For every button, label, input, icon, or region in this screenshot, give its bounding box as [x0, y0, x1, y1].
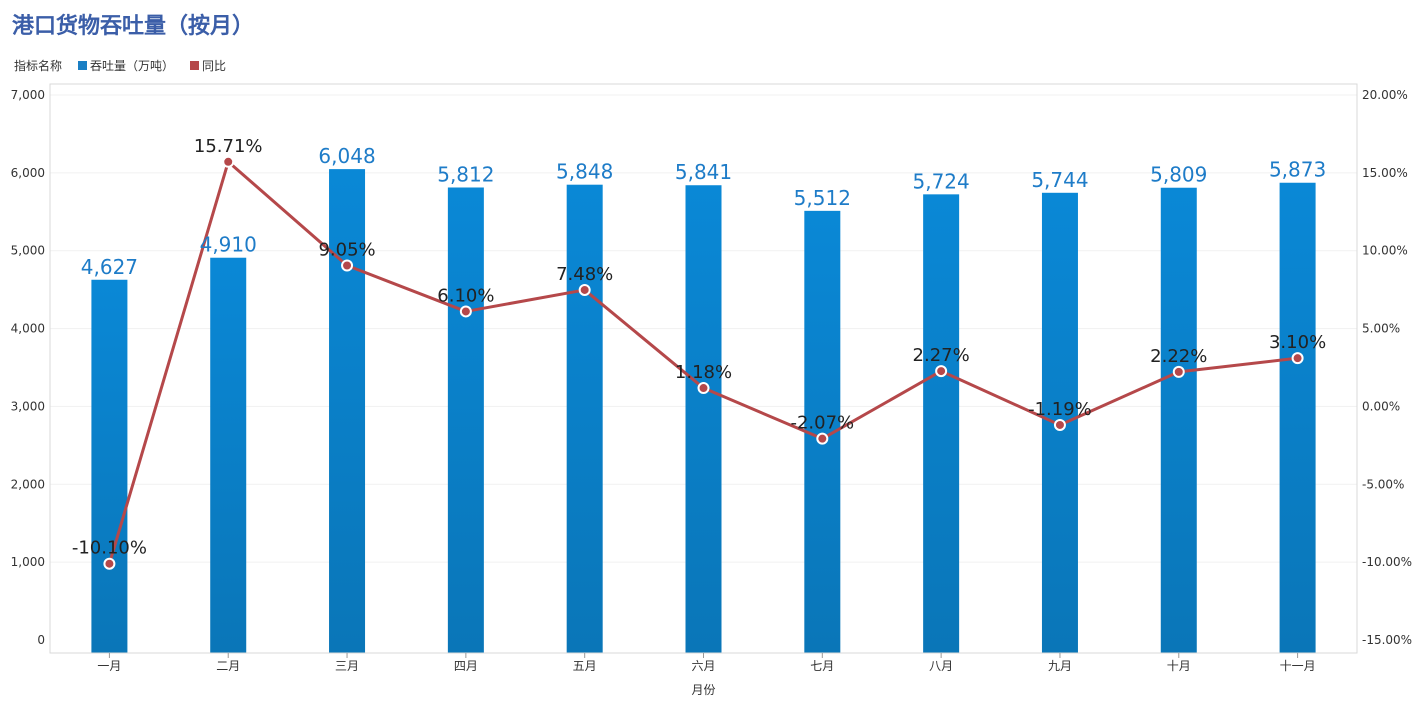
- x-tick-label: 七月: [810, 659, 834, 673]
- yoy-point[interactable]: [578, 283, 591, 296]
- x-axis-title: 月份: [691, 683, 715, 697]
- bar[interactable]: [447, 187, 484, 653]
- yoy-value-label: 2.27%: [913, 345, 970, 366]
- legend-heading: 指标名称: [14, 59, 63, 73]
- y-left-tick-label: 6,000: [11, 166, 45, 180]
- bar[interactable]: [566, 184, 603, 654]
- y-right-tick-label: 20.00%: [1362, 88, 1408, 102]
- yoy-value-label: 2.22%: [1150, 346, 1207, 367]
- bar-value-label: 5,512: [794, 186, 851, 210]
- bar[interactable]: [210, 257, 247, 653]
- bar[interactable]: [1160, 187, 1197, 654]
- y-left-tick-label: 1,000: [11, 555, 45, 569]
- yoy-point[interactable]: [935, 365, 948, 378]
- bar-value-label: 5,873: [1269, 158, 1326, 182]
- y-right-tick-label: -5.00%: [1362, 477, 1404, 491]
- legend-item-yoy[interactable]: 同比: [180, 57, 226, 74]
- y-left-tick-label: 5,000: [11, 244, 45, 258]
- legend-swatch-yoy: [190, 61, 200, 70]
- yoy-point[interactable]: [1291, 352, 1304, 365]
- legend-swatch-throughput: [78, 61, 88, 70]
- yoy-point[interactable]: [1053, 418, 1066, 431]
- bar[interactable]: [91, 279, 128, 653]
- y-left-tick-label: 3,000: [11, 399, 45, 413]
- y-right-tick-label: 15.00%: [1362, 166, 1408, 180]
- y-right-tick-label: 5.00%: [1362, 322, 1400, 336]
- legend-label-yoy: 同比: [202, 59, 227, 73]
- yoy-value-label: 3.10%: [1269, 332, 1326, 353]
- yoy-point[interactable]: [222, 155, 235, 168]
- y-right-tick-label: 10.00%: [1362, 244, 1408, 258]
- x-tick-label: 四月: [454, 659, 478, 673]
- bar-value-label: 6,048: [318, 144, 375, 168]
- yoy-point[interactable]: [1172, 365, 1185, 378]
- bar-value-label: 5,841: [675, 160, 732, 184]
- bar-value-label: 5,812: [437, 162, 494, 186]
- y-right-tick-label: -10.00%: [1362, 555, 1412, 569]
- yoy-point[interactable]: [697, 382, 710, 395]
- yoy-point[interactable]: [103, 557, 116, 570]
- x-tick-label: 二月: [216, 659, 240, 673]
- yoy-value-label: -1.19%: [1028, 399, 1092, 420]
- legend: 指标名称 吞吐量（万吨） 同比: [14, 57, 226, 74]
- bar[interactable]: [685, 185, 722, 653]
- yoy-value-label: -2.07%: [790, 413, 854, 434]
- x-tick-label: 一月: [97, 659, 121, 673]
- x-tick-label: 六月: [691, 659, 715, 673]
- bar-value-label: 5,724: [913, 169, 970, 193]
- yoy-value-label: 9.05%: [318, 240, 375, 261]
- bar-value-label: 4,627: [81, 255, 138, 279]
- yoy-point[interactable]: [459, 305, 472, 318]
- chart-title: 港口货物吞吐量（按月）: [12, 14, 255, 39]
- x-tick-label: 五月: [573, 659, 597, 673]
- x-tick-label: 十月: [1167, 659, 1191, 673]
- bar-value-label: 5,744: [1031, 168, 1088, 192]
- yoy-point[interactable]: [341, 259, 354, 272]
- y-right-tick-label: -15.00%: [1362, 633, 1412, 647]
- yoy-value-label: 6.10%: [437, 285, 494, 306]
- yoy-point[interactable]: [816, 432, 829, 445]
- yoy-value-label: 7.48%: [556, 264, 613, 285]
- y-left-tick-label: 4,000: [11, 322, 45, 336]
- yoy-value-label: 15.71%: [194, 136, 263, 157]
- y-left-tick-label: 7,000: [11, 88, 45, 102]
- bar[interactable]: [329, 169, 366, 653]
- x-tick-label: 三月: [335, 659, 359, 673]
- legend-label-throughput: 吞吐量（万吨）: [90, 59, 175, 73]
- bar[interactable]: [1279, 182, 1316, 653]
- y-left-tick-label: 2,000: [11, 477, 45, 491]
- bar[interactable]: [923, 194, 960, 654]
- bar-value-label: 5,848: [556, 160, 613, 184]
- x-tick-label: 十一月: [1280, 659, 1316, 673]
- x-tick-label: 九月: [1048, 659, 1072, 673]
- y-left-tick-label: 0: [37, 633, 45, 647]
- y-right-tick-label: 0.00%: [1362, 399, 1400, 413]
- x-tick-label: 八月: [929, 659, 953, 673]
- yoy-value-label: -10.10%: [72, 538, 147, 559]
- bar-value-label: 5,809: [1150, 163, 1207, 187]
- bar-value-label: 4,910: [200, 233, 257, 257]
- yoy-value-label: 1.18%: [675, 362, 732, 383]
- legend-item-throughput[interactable]: 吞吐量（万吨）: [68, 57, 174, 74]
